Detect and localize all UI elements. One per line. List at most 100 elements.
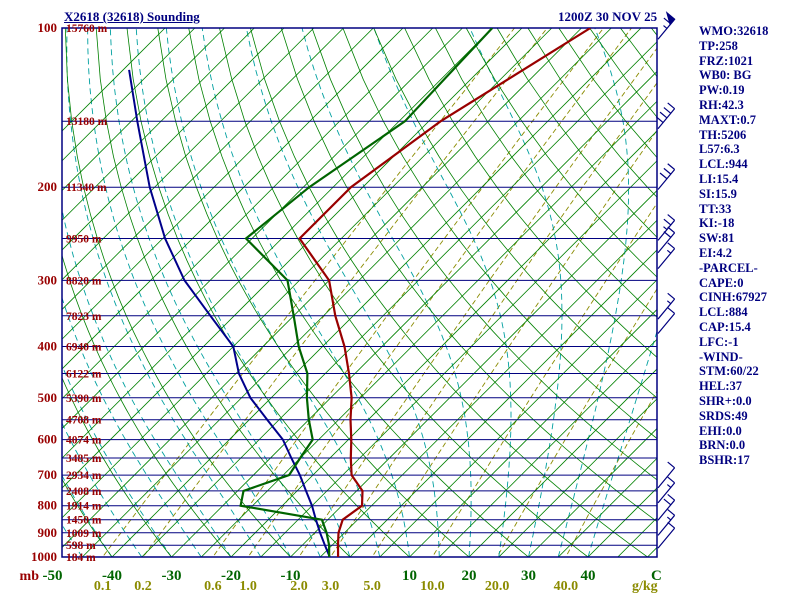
- svg-text:0.1: 0.1: [94, 579, 112, 594]
- wind-barb: [657, 214, 676, 241]
- svg-text:1450 m: 1450 m: [66, 515, 102, 527]
- svg-text:20.0: 20.0: [485, 579, 510, 594]
- svg-text:9950 m: 9950 m: [66, 234, 102, 246]
- index-value: TT:33: [699, 201, 732, 216]
- svg-text:13180 m: 13180 m: [66, 116, 108, 128]
- index-value: SRDS:49: [699, 408, 748, 423]
- wind-barb: [657, 292, 676, 320]
- index-value: LCL:944: [699, 157, 748, 172]
- index-value: WB0: BG: [699, 68, 752, 83]
- wind-barb: [657, 307, 676, 334]
- index-value: RH:42.3: [699, 97, 744, 112]
- svg-text:11340 m: 11340 m: [66, 182, 107, 194]
- svg-text:1000: 1000: [31, 549, 57, 564]
- index-value: PW:0.19: [699, 83, 745, 98]
- svg-text:40: 40: [581, 568, 596, 584]
- index-value: BRN:0.0: [699, 438, 746, 453]
- svg-text:0.2: 0.2: [134, 579, 152, 594]
- svg-text:-40: -40: [102, 568, 122, 584]
- index-value: CAPE:0: [699, 275, 744, 290]
- svg-text:100: 100: [38, 20, 58, 35]
- svg-text:8820 m: 8820 m: [66, 275, 102, 287]
- svg-text:10: 10: [402, 568, 417, 584]
- svg-text:6122 m: 6122 m: [66, 369, 102, 381]
- svg-text:400: 400: [38, 338, 58, 353]
- svg-text:900: 900: [38, 525, 58, 540]
- svg-text:1.0: 1.0: [239, 579, 257, 594]
- svg-text:1914 m: 1914 m: [66, 501, 102, 513]
- svg-text:15760 m: 15760 m: [66, 23, 108, 35]
- svg-text:500: 500: [38, 390, 58, 405]
- index-value: MAXT:0.7: [699, 112, 757, 127]
- svg-text:-10: -10: [281, 568, 301, 584]
- svg-text:700: 700: [38, 467, 58, 482]
- chart-title: X2618 (32618) Sounding: [64, 9, 200, 24]
- svg-text:0.6: 0.6: [204, 579, 222, 594]
- svg-text:3.0: 3.0: [322, 579, 340, 594]
- indices-panel: WMO:32618 TP:258 FRZ:1021 WB0: BG PW:0.19 RH:…: [699, 24, 768, 468]
- svg-text:7823 m: 7823 m: [66, 311, 102, 323]
- svg-text:200: 200: [38, 179, 58, 194]
- svg-text:2408 m: 2408 m: [66, 486, 102, 498]
- index-value: CINH:67927: [699, 290, 768, 305]
- svg-text:4074 m: 4074 m: [66, 435, 102, 447]
- index-value: LCL:884: [699, 305, 748, 320]
- wind-barbs: [655, 11, 676, 549]
- index-value: -WIND-: [699, 349, 743, 364]
- chart-datetime: 1200Z 30 NOV 25: [558, 9, 658, 24]
- index-value: KI:-18: [699, 216, 735, 231]
- wind-barb: [657, 493, 676, 521]
- index-value: SI:15.9: [699, 186, 737, 201]
- wind-barb: [657, 476, 676, 504]
- index-value: WMO:32618: [699, 24, 769, 38]
- wind-barb: [657, 461, 676, 489]
- index-value: L57:6.3: [699, 142, 740, 157]
- svg-text:5.0: 5.0: [363, 579, 381, 594]
- svg-text:6940 m: 6940 m: [66, 341, 102, 353]
- svg-text:4708 m: 4708 m: [66, 415, 102, 427]
- wind-barb: [657, 521, 676, 549]
- svg-text:5390 m: 5390 m: [66, 393, 102, 405]
- svg-text:10.0: 10.0: [420, 579, 445, 594]
- index-value: -PARCEL-: [699, 260, 758, 275]
- wind-barb: [657, 509, 676, 536]
- index-value: HEL:37: [699, 379, 743, 394]
- index-value: SHR+:0.0: [699, 393, 752, 408]
- svg-text:30: 30: [521, 568, 536, 584]
- index-value: CAP:15.4: [699, 319, 751, 334]
- wind-barb: [655, 102, 676, 130]
- svg-text:C: C: [651, 568, 662, 584]
- svg-text:1009 m: 1009 m: [66, 528, 102, 540]
- wind-barb: [657, 242, 676, 269]
- index-value: EI:4.2: [699, 245, 732, 260]
- svg-text:600: 600: [38, 432, 58, 447]
- index-value: LFC:-1: [699, 334, 739, 349]
- svg-text:300: 300: [38, 272, 58, 287]
- wind-barb: [657, 226, 676, 254]
- index-value: SW:81: [699, 231, 735, 246]
- svg-text:40.0: 40.0: [554, 579, 579, 594]
- svg-text:800: 800: [38, 498, 58, 513]
- svg-text:184 m: 184 m: [66, 552, 96, 564]
- svg-text:3485 m: 3485 m: [66, 453, 102, 465]
- index-value: TP:258: [699, 38, 738, 53]
- wind-barb: [657, 163, 676, 190]
- index-value: EHI:0.0: [699, 423, 742, 438]
- svg-text:-30: -30: [162, 568, 182, 584]
- svg-text:-50: -50: [43, 568, 63, 584]
- svg-text:2.0: 2.0: [290, 579, 308, 594]
- index-value: LI:15.4: [699, 171, 739, 186]
- svg-text:-20: -20: [221, 568, 241, 584]
- svg-text:2934 m: 2934 m: [66, 470, 102, 482]
- index-value: BSHR:17: [699, 453, 750, 468]
- index-value: FRZ:1021: [699, 53, 754, 68]
- svg-text:598 m: 598 m: [66, 540, 96, 552]
- svg-text:mb: mb: [20, 569, 40, 584]
- axis-labels: 100 200 300 400 500 600 700 800 900 1000 15760 m 13…: [20, 20, 662, 594]
- svg-text:20: 20: [462, 568, 477, 584]
- svg-text:g/kg: g/kg: [632, 579, 658, 594]
- index-value: STM:60/22: [699, 364, 759, 379]
- wind-barb: [657, 11, 676, 40]
